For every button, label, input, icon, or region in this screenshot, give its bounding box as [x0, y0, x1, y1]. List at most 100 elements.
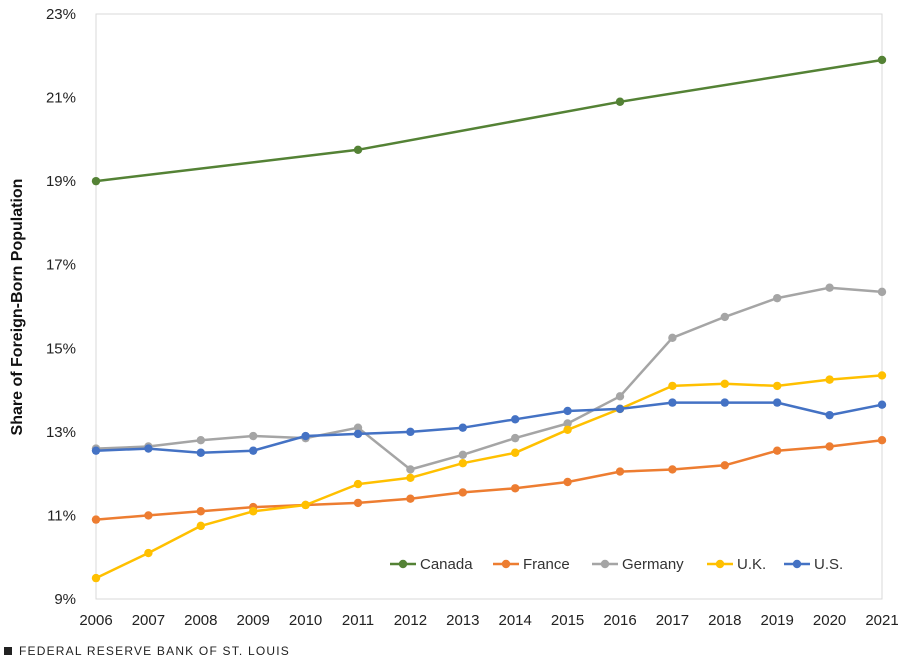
data-point-canada [91, 176, 101, 186]
x-tick-label: 2011 [342, 612, 374, 629]
data-point-uk [773, 381, 782, 391]
footer-square-icon [4, 647, 12, 655]
legend-item-us: U.S. [784, 556, 843, 573]
data-point-france [406, 494, 415, 503]
series-france [91, 436, 887, 524]
series-line-us [95, 401, 883, 455]
x-tick-label: 2016 [603, 612, 636, 629]
data-point-us [773, 398, 782, 407]
data-point-uk [458, 458, 467, 468]
data-point-us [825, 410, 834, 420]
data-point-us [353, 429, 363, 439]
data-point-france [668, 465, 677, 474]
data-point-france [773, 446, 782, 455]
data-point-us [720, 398, 729, 407]
data-point-germany [773, 293, 782, 303]
series-germany [91, 283, 887, 474]
x-tick-label: 2013 [446, 612, 479, 629]
data-point-us [877, 400, 887, 409]
x-tick-label: 2010 [289, 612, 322, 629]
data-point-france [144, 511, 153, 520]
data-point-us [301, 431, 310, 441]
legend-item-germany: Germany [592, 556, 684, 573]
data-point-germany [720, 312, 729, 322]
data-point-us [406, 427, 415, 437]
data-point-us [196, 448, 205, 457]
data-point-germany [353, 423, 363, 432]
legend-label-germany: Germany [622, 556, 684, 573]
legend-item-france: France [493, 556, 570, 573]
legend-item-canada: Canada [390, 556, 473, 573]
data-point-germany [877, 287, 887, 297]
legend-marker-germany [600, 559, 610, 569]
data-point-uk [249, 507, 258, 516]
legend-item-uk: U.K. [707, 556, 766, 573]
data-point-uk [353, 479, 363, 489]
legend-label-uk: U.K. [737, 556, 766, 573]
data-point-canada [877, 55, 887, 65]
x-tick-label: 2008 [184, 612, 217, 629]
series-layer [91, 55, 887, 583]
data-point-uk [406, 473, 415, 483]
x-tick-label: 2017 [656, 612, 689, 629]
series-line-canada [95, 58, 883, 183]
legend-marker-us [792, 559, 802, 569]
data-point-uk [144, 548, 153, 558]
y-tick-label: 15% [46, 340, 76, 357]
data-point-uk [720, 379, 729, 389]
data-point-germany [196, 436, 205, 445]
data-point-us [668, 398, 677, 407]
data-point-canada [353, 145, 363, 155]
data-point-us [563, 406, 572, 416]
data-point-france [825, 442, 834, 451]
data-point-france [563, 477, 572, 487]
y-axis-title: Share of Foreign-Born Population [9, 179, 26, 436]
data-point-france [458, 488, 467, 497]
data-point-germany [511, 433, 520, 443]
y-tick-label: 21% [46, 90, 76, 107]
x-axis: 2006 2007 2008 2009 2010 2011 2012 2013 2014 2015… [79, 612, 898, 629]
x-tick-label: 2007 [132, 612, 165, 629]
y-tick-label: 11% [47, 507, 76, 524]
series-line-uk [95, 374, 883, 580]
legend-marker-uk [715, 559, 725, 569]
plot-area-border [95, 13, 883, 600]
data-point-uk [877, 371, 887, 380]
data-point-uk [668, 381, 677, 391]
x-tick-label: 2015 [551, 612, 584, 629]
y-tick-label: 23% [46, 6, 76, 23]
x-tick-label: 2014 [499, 612, 532, 629]
data-point-france [615, 467, 625, 476]
data-point-us [91, 446, 101, 455]
y-tick-label: 19% [46, 173, 76, 190]
series-line-germany [95, 286, 883, 471]
data-point-germany [668, 333, 677, 343]
data-point-france [877, 436, 887, 445]
x-tick-label: 2012 [394, 612, 427, 629]
data-point-uk [563, 425, 572, 434]
data-point-germany [615, 392, 625, 401]
legend-label-us: U.S. [814, 556, 843, 573]
legend-marker-canada [398, 559, 408, 569]
data-point-germany [563, 419, 572, 428]
data-point-uk [301, 500, 310, 510]
data-point-us [249, 446, 258, 455]
data-point-uk [91, 573, 101, 583]
y-tick-label: 9% [54, 591, 76, 608]
x-tick-label: 2009 [237, 612, 270, 629]
x-tick-label: 2021 [865, 612, 898, 629]
data-point-us [144, 444, 153, 453]
legend: Canada France Germany U.K. U.S. [390, 556, 843, 573]
x-tick-label: 2020 [813, 612, 846, 629]
footer-source-text: FEDERAL RESERVE BANK OF ST. LOUIS [19, 644, 290, 658]
x-tick-label: 2018 [708, 612, 741, 629]
x-tick-label: 2019 [761, 612, 794, 629]
data-point-us [511, 415, 520, 424]
data-point-germany [249, 431, 258, 441]
series-canada [91, 55, 887, 186]
data-point-france [720, 461, 729, 470]
data-point-germany [406, 465, 415, 474]
y-tick-label: 17% [46, 257, 76, 274]
data-point-france [91, 515, 101, 524]
line-chart: 23% 21% 19% 17% 15% 13% 11% 9% 2006 2007 2008 2009… [9, 6, 899, 629]
